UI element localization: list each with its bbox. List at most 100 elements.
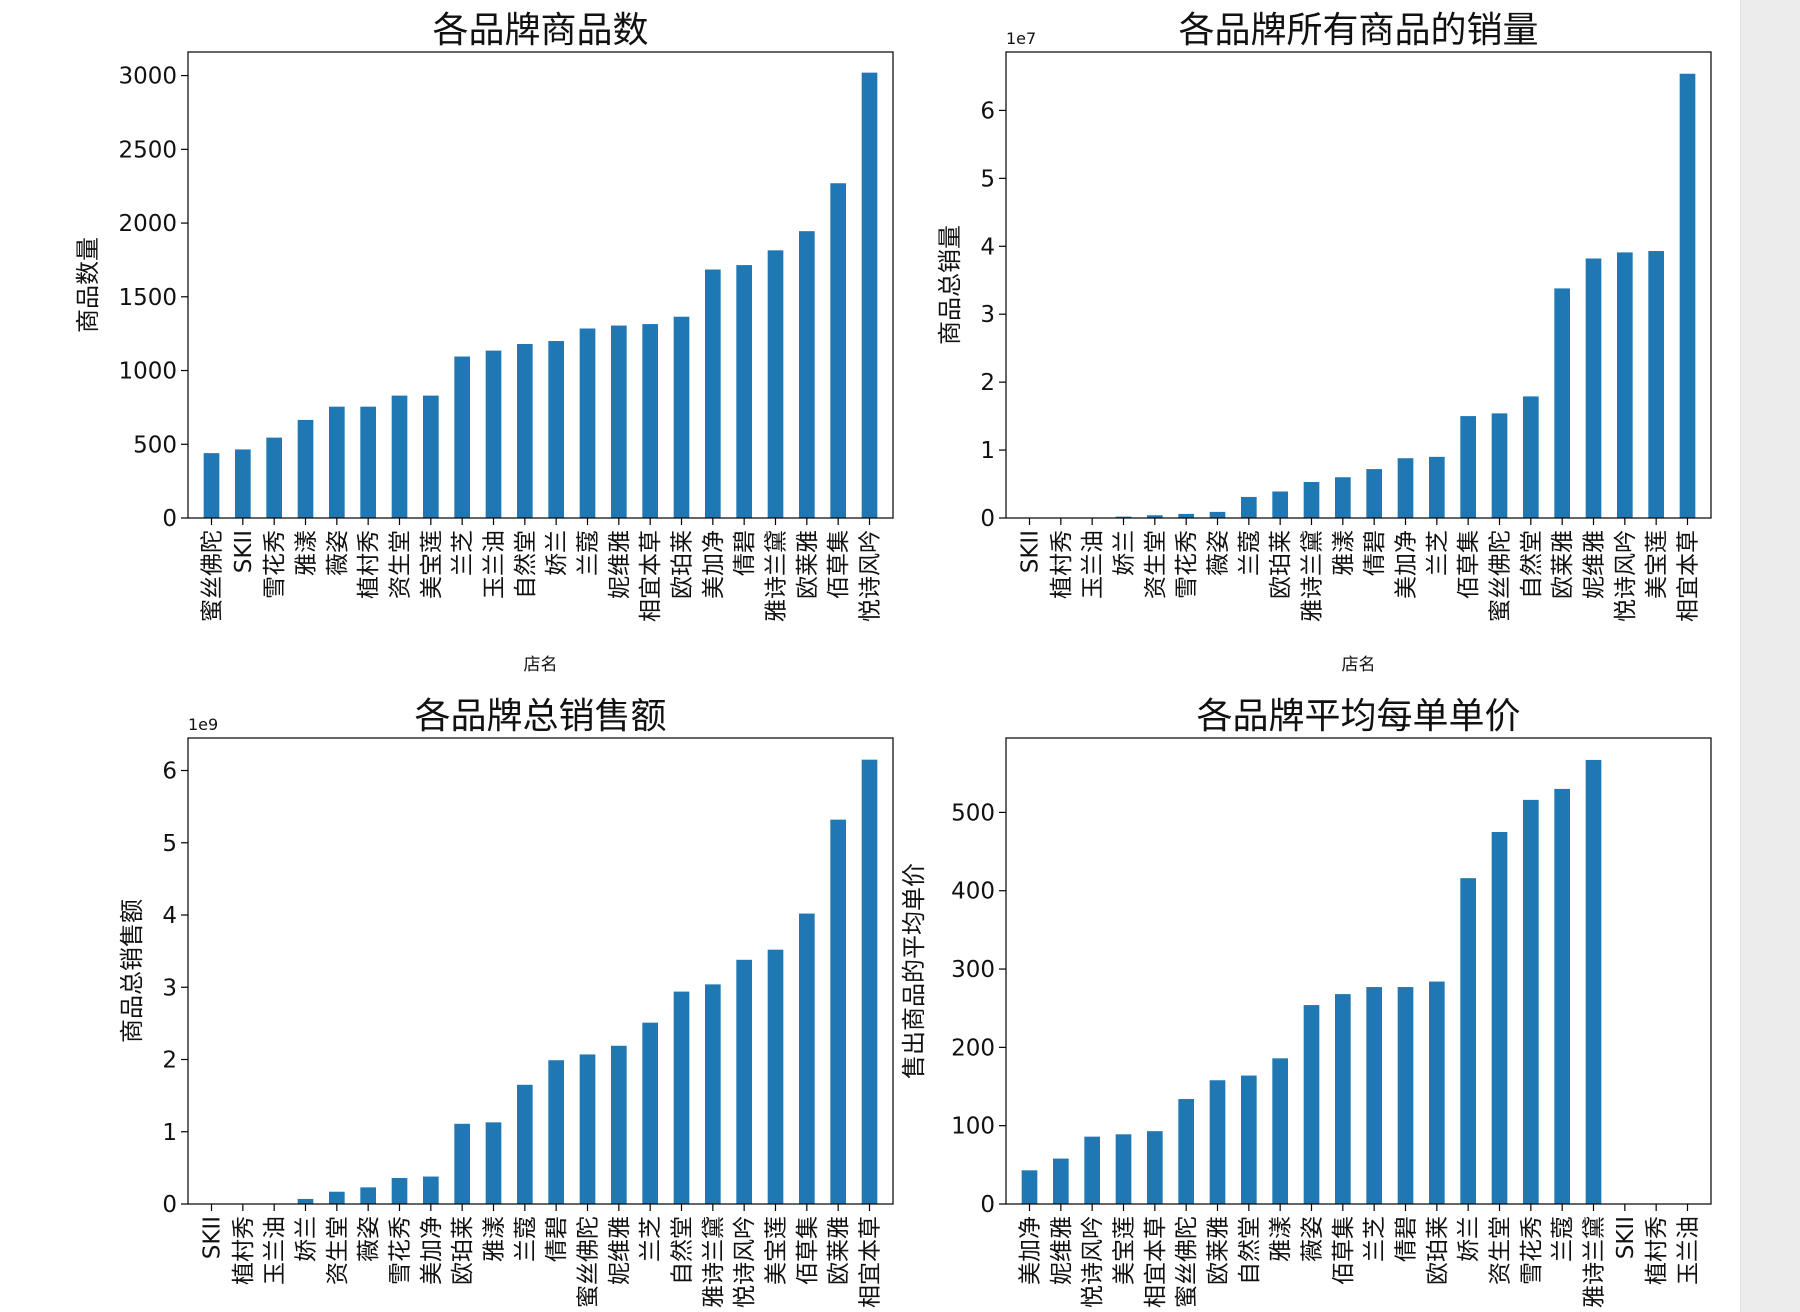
x-tick-label: 美加净 — [701, 530, 727, 599]
plot-frame — [1005, 51, 1712, 519]
x-tick-label: 雪花秀 — [388, 1216, 414, 1285]
x-tick-label: 兰蔻 — [1550, 1216, 1576, 1262]
y-tick-label: 2 — [162, 1048, 177, 1074]
bar — [517, 343, 533, 518]
vertical-scrollbar[interactable] — [1740, 0, 1800, 1312]
bar — [1209, 511, 1226, 518]
x-tick-label: 蜜丝佛陀 — [1174, 1216, 1200, 1308]
x-tick-label: SKII — [231, 530, 257, 573]
bar — [360, 406, 376, 518]
y-tick-label: 0 — [162, 506, 177, 532]
bar — [579, 328, 596, 518]
x-tick-label: 相宜本草 — [858, 1216, 884, 1308]
bar — [297, 1198, 314, 1204]
bar — [1303, 482, 1320, 518]
x-tick-label: 佰草集 — [1331, 1216, 1357, 1285]
bar — [767, 250, 784, 518]
x-tick-label: 植村秀 — [1644, 1216, 1670, 1285]
bar — [1366, 987, 1382, 1204]
x-tick-label: 蜜丝佛陀 — [576, 1216, 602, 1308]
bar — [391, 1177, 408, 1204]
plot-frame — [187, 737, 894, 1205]
x-tick-label: 倩碧 — [732, 530, 758, 576]
bar — [1491, 413, 1508, 518]
bar — [1335, 994, 1351, 1204]
x-tick-label: 美宝莲 — [1112, 1216, 1138, 1285]
x-tick-label: 兰蔻 — [513, 1216, 539, 1262]
plot-frame — [1005, 737, 1712, 1205]
bar — [1272, 491, 1288, 518]
y-tick-label: 1500 — [118, 285, 177, 311]
axis-offset-label: 1e9 — [188, 715, 218, 734]
x-tick-label: 佰草集 — [826, 530, 852, 599]
y-tick-label: 1 — [162, 1120, 177, 1146]
y-tick-label: 300 — [951, 957, 995, 983]
x-tick-label: 欧珀莱 — [670, 530, 696, 599]
bar — [329, 406, 345, 518]
bar — [673, 316, 690, 518]
x-tick-label: 植村秀 — [231, 1216, 257, 1285]
x-tick-label: 蜜丝佛陀 — [200, 530, 226, 622]
bar — [1115, 516, 1132, 518]
chart-title: 各品牌总销售额 — [414, 696, 666, 737]
x-tick-label: 美加净 — [419, 1216, 445, 1285]
x-tick-label: 美加净 — [1018, 1216, 1044, 1285]
bar — [1115, 1134, 1132, 1204]
bar — [1147, 1131, 1163, 1204]
bar — [1460, 416, 1476, 518]
bar — [1366, 469, 1382, 518]
bar — [485, 350, 502, 518]
bar — [423, 1176, 439, 1204]
x-axis-label: 店名 — [1342, 655, 1376, 675]
bar — [705, 984, 721, 1204]
y-tick-label: 5 — [980, 166, 995, 192]
x-tick-label: 蜜丝佛陀 — [1488, 530, 1514, 622]
x-tick-label: 薇姿 — [1206, 530, 1232, 576]
bar — [861, 72, 878, 519]
bar — [767, 949, 784, 1204]
chart-3: 0 1 2 3 4 5 6 SKII 植村秀 玉兰油 娇兰 资生堂 薇姿 雪花秀 美加净 欧珀莱 雅漾 兰蔻 倩碧蜜… — [118, 696, 894, 1308]
x-tick-label: 雅诗兰黛 — [764, 530, 790, 622]
x-tick-label: 妮维雅 — [607, 530, 633, 599]
bar — [799, 913, 815, 1204]
bar — [1178, 1099, 1194, 1204]
bar — [736, 265, 752, 518]
bar — [1554, 788, 1570, 1204]
x-tick-label: 雅漾 — [1268, 1216, 1294, 1262]
x-tick-label: 兰蔻 — [1237, 530, 1263, 576]
x-axis-label: 店名 — [524, 655, 558, 675]
x-tick-label: SKII — [1613, 1216, 1639, 1259]
y-tick-label: 0 — [980, 1192, 995, 1218]
bar — [705, 269, 721, 518]
x-tick-label: 兰蔻 — [576, 530, 602, 576]
bar — [1053, 1158, 1069, 1204]
bar — [1491, 831, 1508, 1204]
bar — [1021, 1170, 1038, 1204]
x-tick-label: 自然堂 — [670, 1216, 696, 1285]
x-tick-label: 美宝莲 — [419, 530, 445, 599]
bar — [1335, 477, 1351, 518]
bar — [423, 395, 439, 518]
bar — [611, 325, 627, 518]
y-tick-label: 100 — [951, 1114, 995, 1140]
x-tick-label: 兰芝 — [1425, 530, 1451, 576]
x-tick-label: 相宜本草 — [1143, 1216, 1169, 1308]
y-tick-label: 1 — [980, 438, 995, 464]
x-tick-label: 倩碧 — [1394, 1216, 1420, 1262]
bar — [297, 419, 314, 518]
bar — [1429, 456, 1445, 518]
bar — [1460, 878, 1476, 1204]
x-tick-label: 雅漾 — [1331, 530, 1357, 576]
x-tick-label: 欧莱雅 — [795, 530, 821, 599]
plot-frame — [187, 51, 894, 519]
x-tick-label: 佰草集 — [1456, 530, 1482, 599]
bar — [485, 1122, 502, 1204]
y-axis-label: 商品数量 — [74, 237, 102, 333]
y-tick-label: 6 — [162, 759, 177, 785]
y-tick-label: 5 — [162, 831, 177, 857]
y-tick-label: 0 — [162, 1192, 177, 1218]
bar — [1585, 258, 1602, 518]
x-tick-label: 欧莱雅 — [1206, 1216, 1232, 1285]
bar — [1084, 1136, 1100, 1204]
x-tick-label: 薇姿 — [1300, 1216, 1326, 1262]
